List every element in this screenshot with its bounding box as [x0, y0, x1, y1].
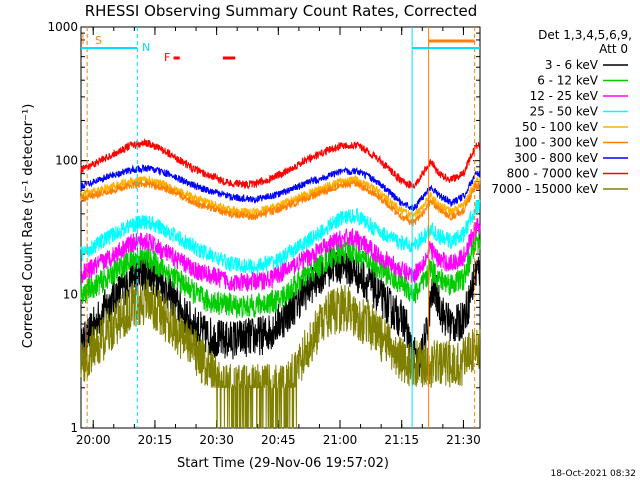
- legend-label: 12 - 25 keV: [530, 89, 599, 103]
- legend-label: 100 - 300 keV: [514, 136, 598, 150]
- legend-label: 300 - 800 keV: [514, 151, 598, 165]
- y-tick-label: 1: [70, 421, 78, 435]
- legend-label: 50 - 100 keV: [522, 120, 599, 134]
- series-3-line: [80, 199, 481, 274]
- x-axis-label: Start Time (29-Nov-06 19:57:02): [177, 456, 389, 471]
- x-tick-label: 20:15: [138, 433, 173, 447]
- legend-header: Det 1,3,4,5,6,9,: [538, 28, 632, 42]
- series-5-line: [80, 178, 481, 228]
- legend-label: 6 - 12 keV: [537, 74, 599, 88]
- x-tick-label: 21:15: [384, 433, 419, 447]
- y-axis-label: Corrected Count Rate (s⁻¹ detector⁻¹): [21, 104, 36, 349]
- x-tick-label: 21:30: [446, 433, 481, 447]
- chart-title: RHESSI Observing Summary Count Rates, Co…: [85, 2, 478, 20]
- x-tick-label: 20:00: [76, 433, 111, 447]
- attenuator-label: S: [95, 34, 102, 47]
- y-tick-label: 100: [55, 154, 78, 168]
- legend-label: 25 - 50 keV: [530, 105, 599, 119]
- series-6-line: [80, 164, 481, 212]
- x-tick-label: 20:30: [199, 433, 234, 447]
- legend-label: 7000 - 15000 keV: [491, 182, 598, 196]
- y-tick-label: 1000: [47, 20, 78, 34]
- series-2-line: [80, 217, 481, 292]
- x-tick-label: 21:00: [323, 433, 358, 447]
- night-label: N: [142, 41, 150, 54]
- y-tick-label: 10: [63, 287, 78, 301]
- series-1-line: [80, 231, 481, 320]
- x-tick-label: 20:45: [261, 433, 296, 447]
- legend-label: 800 - 7000 keV: [507, 167, 599, 181]
- legend-label: 3 - 6 keV: [545, 58, 599, 72]
- series-8-line: [80, 279, 481, 429]
- series-7-line: [80, 137, 481, 190]
- footer-timestamp: 18-Oct-2021 08:32: [551, 469, 636, 479]
- legend-header: Att 0: [599, 42, 628, 56]
- flare-label: F: [164, 51, 170, 64]
